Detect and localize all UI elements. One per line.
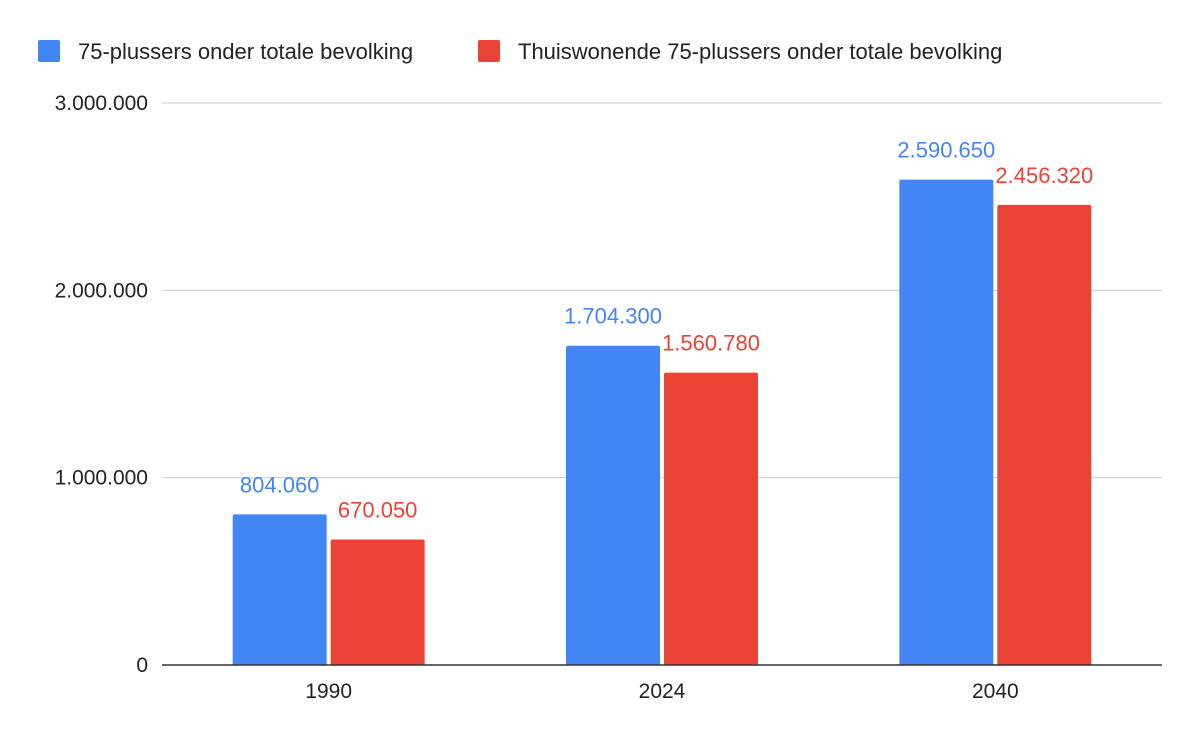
gridlines bbox=[162, 102, 1162, 479]
bar-2040-series-2 bbox=[997, 204, 1092, 666]
bar-2024-series-1 bbox=[566, 345, 660, 665]
y-tick-label: 3.000.000 bbox=[55, 92, 148, 115]
data-label: 2.456.320 bbox=[995, 163, 1093, 188]
data-label: 1.704.300 bbox=[564, 304, 662, 329]
bar-1990-series-1 bbox=[232, 514, 327, 665]
x-tick-label: 1990 bbox=[305, 680, 352, 703]
data-label: 804.060 bbox=[240, 472, 320, 497]
bar-1990-series-2 bbox=[330, 539, 425, 665]
y-tick-label: 2.000.000 bbox=[55, 279, 148, 302]
x-tick-label: 2024 bbox=[639, 680, 686, 703]
y-tick-label: 0 bbox=[136, 654, 148, 677]
y-tick-label: 1.000.000 bbox=[55, 467, 148, 490]
data-label: 670.050 bbox=[338, 497, 418, 522]
legend: 75-plussers onder totale bevolking Thuisw… bbox=[38, 39, 1002, 64]
x-tick-label: 2040 bbox=[972, 680, 1019, 703]
bar-2040-series-1 bbox=[899, 179, 994, 665]
bars bbox=[232, 179, 1092, 666]
data-label: 1.560.780 bbox=[662, 331, 760, 356]
data-label: 2.590.650 bbox=[897, 138, 995, 163]
legend-swatch bbox=[478, 40, 500, 62]
legend-entry: 75-plussers onder totale bevolking bbox=[78, 39, 413, 64]
legend-swatch bbox=[38, 40, 60, 62]
bar-2024-series-2 bbox=[664, 372, 758, 665]
x-axis-ticks: 1990 2024 2040 bbox=[305, 680, 1018, 703]
legend-entry: Thuiswonende 75-plussers onder totale be… bbox=[518, 39, 1002, 64]
y-axis-ticks: 0 1.000.000 2.000.000 3.000.000 bbox=[55, 92, 148, 677]
